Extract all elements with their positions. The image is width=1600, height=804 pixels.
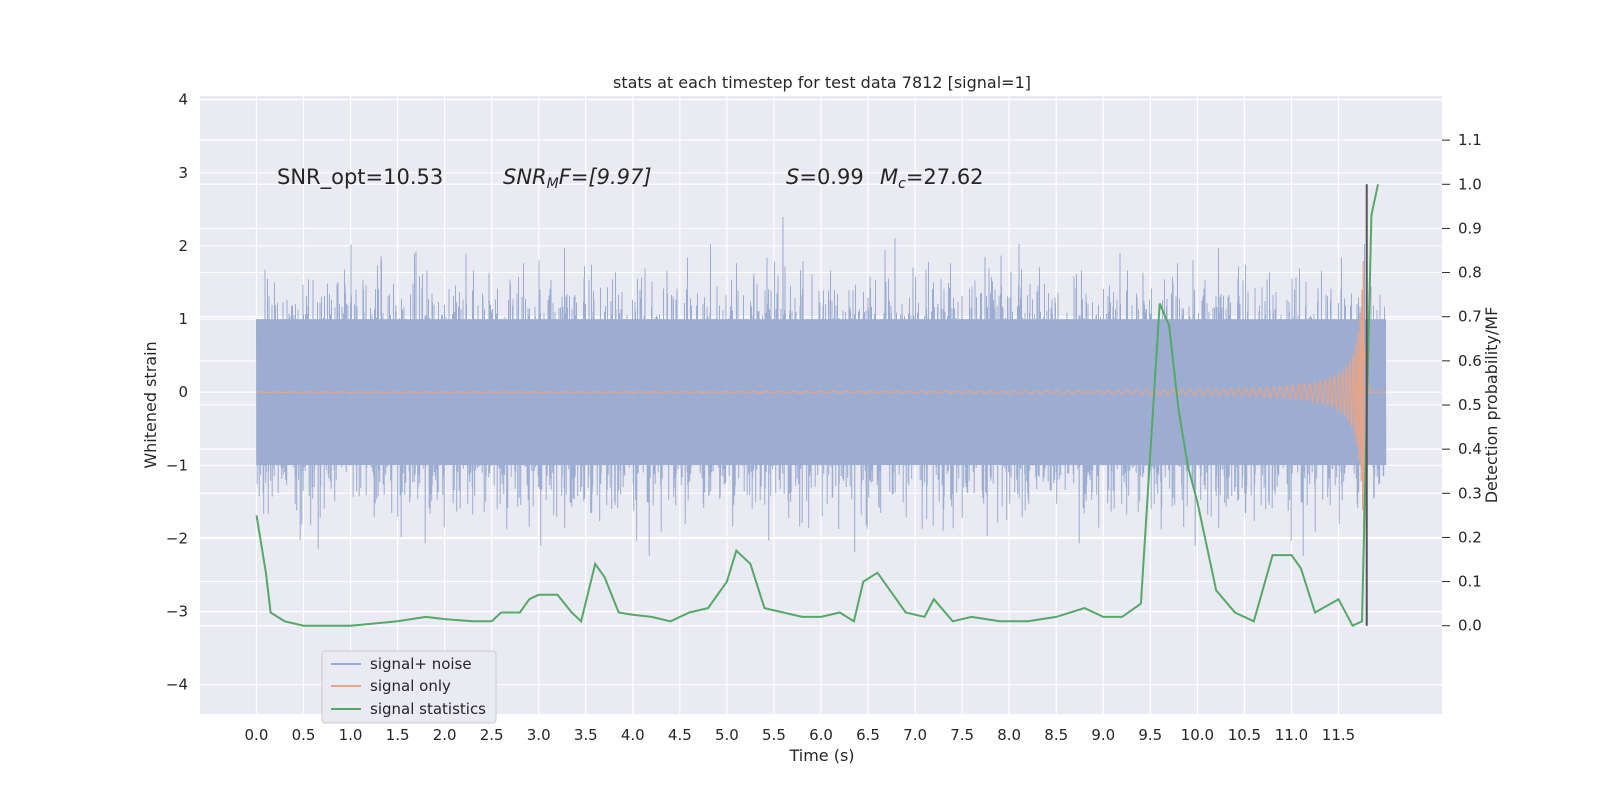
annotation-s: S=0.99 bbox=[786, 165, 864, 189]
y-left-tick-label: −2 bbox=[166, 529, 188, 547]
y-left-tick-label: 2 bbox=[178, 237, 188, 255]
y-left-tick-label: 0 bbox=[178, 383, 188, 401]
y-right-tick-label: 0.9 bbox=[1458, 219, 1482, 237]
x-tick-label: 3.0 bbox=[527, 726, 551, 744]
x-tick-label: 4.5 bbox=[668, 726, 692, 744]
x-tick-label: 8.0 bbox=[997, 726, 1021, 744]
legend-label-signal-statistics: signal statistics bbox=[370, 700, 486, 718]
legend: signal+ noise signal only signal statist… bbox=[321, 650, 497, 724]
s-name: S bbox=[786, 165, 799, 189]
y-left-tick-label: 3 bbox=[178, 164, 188, 182]
mc-sub: c bbox=[898, 176, 906, 192]
snr-mf-rest: F=[9.97] bbox=[559, 165, 652, 189]
y-left-tick-label: 4 bbox=[178, 91, 188, 109]
x-tick-label: 1.5 bbox=[386, 726, 410, 744]
x-tick-label: 5.5 bbox=[762, 726, 786, 744]
y-left-tick-label: −4 bbox=[166, 676, 188, 694]
x-tick-label: 1.0 bbox=[339, 726, 363, 744]
y-left-tick-label: −1 bbox=[166, 456, 188, 474]
x-tick-label: 9.0 bbox=[1091, 726, 1115, 744]
y-left-tick-label: −3 bbox=[166, 603, 188, 621]
y-right-tick-labels: 0.0 0.1 0.2 0.3 0.4 0.5 0.6 0.7 0.8 0.9 1.0 1.1 bbox=[1442, 131, 1482, 635]
series-signal-noise bbox=[256, 216, 1387, 556]
x-tick-label: 5.0 bbox=[715, 726, 739, 744]
y-right-tick-label: 0.4 bbox=[1458, 440, 1482, 458]
y-left-axis-label: Whitened strain bbox=[141, 341, 160, 468]
x-tick-label: 4.0 bbox=[621, 726, 645, 744]
y-right-tick-label: 1.1 bbox=[1458, 131, 1482, 149]
x-tick-label: 0.0 bbox=[245, 726, 269, 744]
y-right-tick-label: 0.5 bbox=[1458, 396, 1482, 414]
signal-statistics-line bbox=[255, 184, 1379, 628]
signal-only-trace bbox=[256, 260, 1386, 536]
mc-rest: =27.62 bbox=[906, 165, 984, 189]
x-tick-label: 11.5 bbox=[1322, 726, 1355, 744]
series-signal-only bbox=[256, 260, 1386, 536]
legend-label-signal-noise: signal+ noise bbox=[370, 655, 472, 673]
chart-title: stats at each timestep for test data 781… bbox=[613, 73, 1031, 92]
annotation-snr-opt: SNR_opt=10.53 bbox=[277, 165, 443, 190]
y-left-tick-label: 1 bbox=[178, 310, 188, 328]
x-tick-label: 3.5 bbox=[574, 726, 598, 744]
mc-name: M bbox=[880, 165, 898, 189]
legend-box bbox=[321, 650, 497, 724]
x-tick-label: 2.5 bbox=[480, 726, 504, 744]
s-rest: =0.99 bbox=[799, 165, 863, 189]
y-right-tick-label: 0.7 bbox=[1458, 308, 1482, 326]
x-tick-labels: 0.0 0.5 1.0 1.5 2.0 2.5 3.0 3.5 4.0 4.5 5.0 5.5 6.0 6… bbox=[245, 726, 1356, 744]
annotation-mc: Mc=27.62 bbox=[880, 165, 984, 192]
x-tick-label: 7.5 bbox=[950, 726, 974, 744]
y-right-tick-label: 0.0 bbox=[1458, 617, 1482, 635]
noise-trace bbox=[256, 216, 1387, 556]
x-tick-label: 8.5 bbox=[1044, 726, 1068, 744]
x-tick-label: 10.5 bbox=[1228, 726, 1261, 744]
snr-mf-sub: M bbox=[547, 176, 559, 192]
snr-mf-name: SNR bbox=[503, 165, 547, 189]
y-right-tick-label: 0.8 bbox=[1458, 264, 1482, 282]
x-tick-label: 0.5 bbox=[292, 726, 316, 744]
y-right-axis-label: Detection probability/MF bbox=[1482, 307, 1501, 504]
y-right-tick-label: 0.6 bbox=[1458, 352, 1482, 370]
y-left-tick-labels: −4 −3 −2 −1 0 1 2 3 4 bbox=[166, 91, 188, 694]
legend-label-signal-only: signal only bbox=[370, 677, 451, 695]
series-signal-statistics bbox=[255, 184, 1379, 628]
x-tick-label: 7.0 bbox=[903, 726, 927, 744]
x-axis-label: Time (s) bbox=[788, 746, 854, 765]
y-right-tick-label: 0.1 bbox=[1458, 573, 1482, 591]
x-tick-label: 10.0 bbox=[1181, 726, 1214, 744]
x-tick-label: 11.0 bbox=[1275, 726, 1308, 744]
x-tick-label: 6.5 bbox=[856, 726, 880, 744]
y-right-tick-label: 0.3 bbox=[1458, 484, 1482, 502]
y-right-tick-label: 0.2 bbox=[1458, 528, 1482, 546]
x-tick-label: 2.0 bbox=[433, 726, 457, 744]
x-tick-label: 9.5 bbox=[1138, 726, 1162, 744]
x-tick-label: 6.0 bbox=[809, 726, 833, 744]
annotation-snr-mf: SNRMF=[9.97] bbox=[503, 165, 652, 192]
y-right-tick-label: 1.0 bbox=[1458, 175, 1482, 193]
